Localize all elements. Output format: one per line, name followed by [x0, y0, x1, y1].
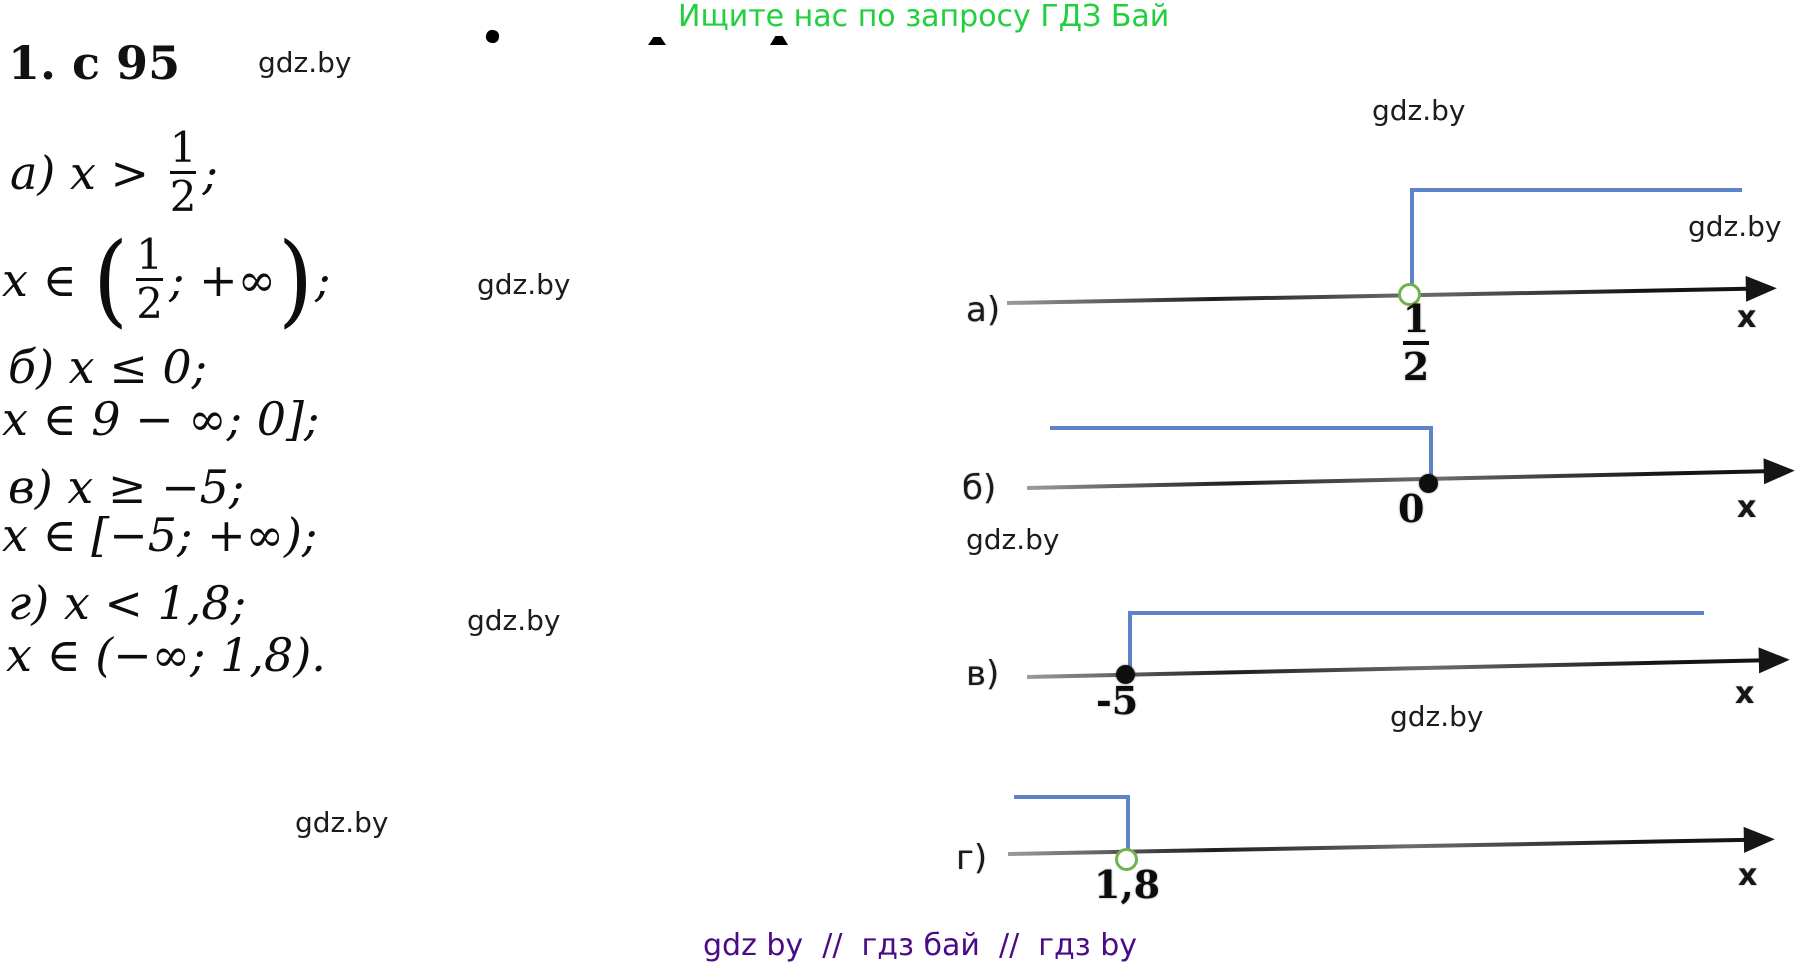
artifact-mark [770, 36, 788, 45]
range-line-horizontal-b [1050, 426, 1433, 430]
watermark: gdz.by [258, 46, 352, 79]
row-label-a: а) [966, 290, 1001, 330]
watermark: gdz.by [477, 268, 571, 301]
arrowhead-icon [1743, 826, 1776, 853]
range-line-horizontal-a [1410, 188, 1742, 192]
equation-text: а) x > [10, 145, 164, 200]
row-label-v: в) [966, 654, 1000, 694]
watermark: gdz.by [1688, 210, 1782, 243]
fraction-bar [136, 278, 163, 281]
equation-b-interval: x ∈ 9 − ∞; 0]; [2, 392, 320, 446]
fraction-denominator: 2 [1402, 344, 1430, 389]
range-line-vertical-b [1429, 426, 1433, 478]
equation-text: ; [202, 145, 218, 200]
fraction-numerator: 1 [1402, 296, 1430, 341]
arrowhead-icon [1758, 646, 1791, 674]
open-paren: ( [93, 220, 129, 338]
fraction-bar [1403, 341, 1429, 345]
open-point-marker-a [1398, 283, 1421, 306]
equation-a-inequality: а) x > 1 2; [10, 115, 218, 230]
equation-v-interval: x ∈ [−5; +∞); [2, 508, 318, 562]
closed-point-marker-b [1419, 474, 1438, 493]
watermark: gdz.by [1372, 94, 1466, 127]
equation-b-inequality: б) x ≤ 0; [8, 340, 208, 394]
fraction-denominator: 2 [169, 172, 197, 221]
axis-label-v: x [1735, 676, 1755, 711]
fraction-numerator: 1 [136, 230, 163, 279]
equation-a-interval: x ∈ (1 2; +∞); [2, 222, 331, 337]
range-line-horizontal-g [1014, 795, 1130, 799]
equation-g-inequality: г) x < 1,8; [8, 576, 247, 630]
open-point-marker-g [1115, 848, 1138, 871]
range-line-horizontal-v [1128, 611, 1704, 615]
equation-text: ; +∞ [169, 252, 276, 307]
fraction-denominator: 2 [136, 279, 163, 328]
fraction-numerator: 1 [169, 123, 197, 172]
axis-label-g: x [1738, 858, 1758, 893]
watermark: gdz.by [295, 806, 389, 839]
row-label-b: б) [962, 468, 997, 508]
artifact-mark [648, 37, 666, 45]
number-line-v [1026, 646, 1791, 679]
axis-label-b: x [1737, 490, 1757, 525]
watermark: gdz.by [966, 523, 1060, 556]
watermark: gdz.by [1390, 700, 1484, 733]
number-line-a [1006, 275, 1778, 305]
watermark: gdz.by [467, 604, 561, 637]
point-label-g: 1,8 [1094, 862, 1161, 907]
promo-banner-text: Ищите нас по запросу ГДЗ Бай [678, 0, 1170, 34]
arrowhead-icon [1763, 457, 1796, 485]
number-line-b [1026, 457, 1796, 490]
footer-search-terms: gdz by // гдз бай // гдз by [703, 928, 1138, 963]
artifact-dot [484, 28, 501, 45]
range-line-vertical-v [1128, 611, 1132, 671]
range-line-vertical-g [1126, 795, 1130, 851]
row-label-g: г) [956, 838, 988, 878]
fraction-bar [169, 171, 197, 174]
point-label-v: -5 [1096, 678, 1139, 723]
equation-v-inequality: в) x ≥ −5; [8, 460, 245, 514]
close-paren: ) [277, 220, 314, 338]
equation-text: ; [315, 252, 331, 307]
equation-g-interval: x ∈ (−∞; 1,8). [6, 628, 326, 682]
point-label-b: 0 [1398, 486, 1425, 531]
closed-point-marker-v [1116, 665, 1135, 684]
range-line-vertical-a [1410, 188, 1414, 286]
axis-label-a: x [1737, 300, 1757, 335]
problem-number: 1. с 95 [8, 36, 181, 90]
equation-text: x ∈ [2, 252, 92, 307]
arrowhead-icon [1745, 275, 1778, 302]
